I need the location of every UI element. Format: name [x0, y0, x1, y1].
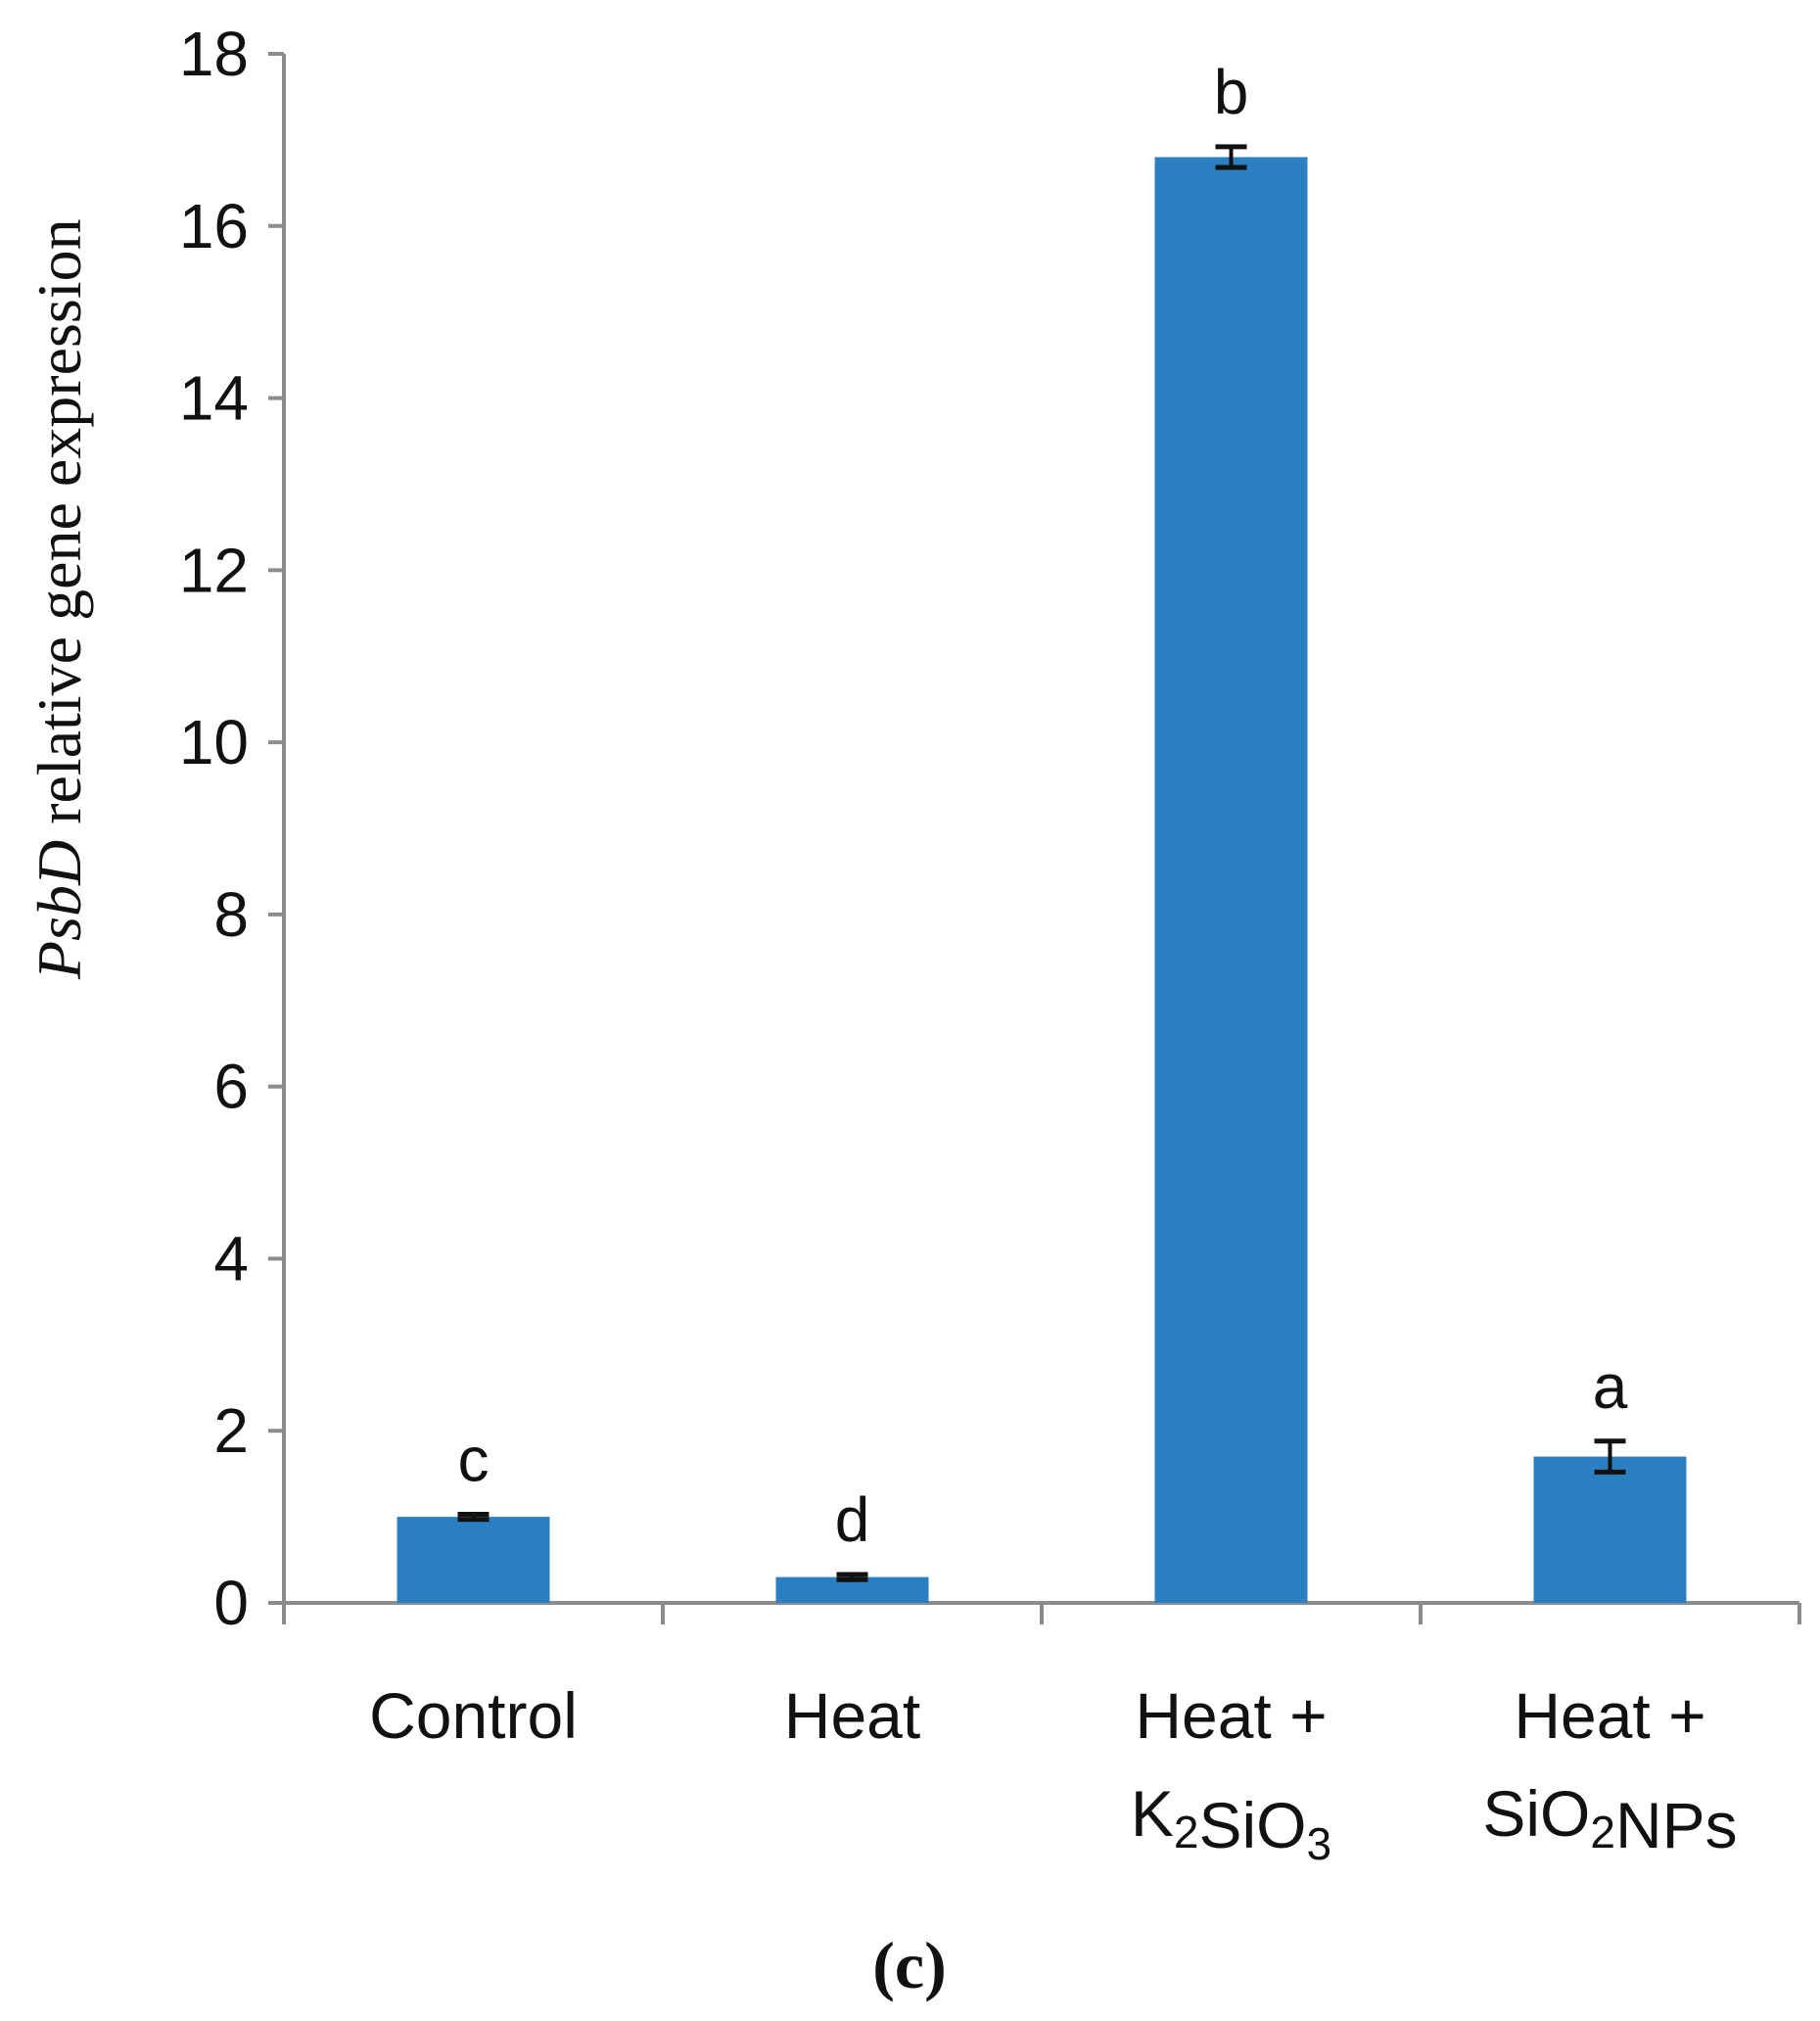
subscript: 2: [1174, 1807, 1199, 1857]
y-axis-label: PsbD relative gene expression: [24, 218, 94, 980]
x-category-label-line2: SiO2NPs: [1482, 1777, 1737, 1861]
bar-1: [397, 1517, 550, 1603]
label-part: NPs: [1615, 1789, 1738, 1861]
y-tick-label: 18: [179, 19, 249, 89]
y-tick-label: 14: [179, 363, 249, 434]
significance-label: a: [1593, 1351, 1628, 1422]
bar-3: [1154, 157, 1308, 1603]
y-tick-label: 6: [213, 1052, 249, 1122]
x-category-label: Heat +: [1514, 1679, 1705, 1752]
significance-label: c: [458, 1424, 490, 1494]
y-tick-label: 4: [213, 1223, 249, 1293]
y-tick-label: 0: [213, 1568, 249, 1638]
subscript: 3: [1307, 1818, 1332, 1869]
panel-label: (c): [872, 1928, 946, 2002]
label-part: K: [1131, 1777, 1174, 1850]
subscript: 2: [1590, 1807, 1615, 1857]
label-part: SiO: [1199, 1789, 1307, 1861]
x-category-label: Control: [369, 1679, 578, 1752]
axes: 0 2 4 6 8 10 12 14 16 18: [179, 19, 1801, 1638]
bar-4: [1533, 1456, 1687, 1603]
y-axis-label-gene: PsbD: [24, 840, 94, 980]
y-tick-label: 2: [213, 1395, 249, 1466]
y-tick-label: 16: [179, 191, 249, 261]
y-tick-label: 10: [179, 707, 249, 777]
bars: [397, 157, 1687, 1603]
y-axis-label-text: relative gene expression: [24, 218, 94, 839]
x-category-label: Heat +: [1135, 1679, 1327, 1752]
x-category-label-line2: K2SiO3: [1131, 1777, 1331, 1869]
significance-label: b: [1214, 57, 1249, 127]
y-tick-label: 8: [213, 879, 249, 950]
label-part: SiO: [1482, 1777, 1590, 1850]
x-category-label: Heat: [784, 1679, 920, 1752]
significance-label: d: [835, 1484, 870, 1555]
error-bars: [457, 144, 1626, 1582]
y-tick-label: 12: [179, 535, 249, 605]
